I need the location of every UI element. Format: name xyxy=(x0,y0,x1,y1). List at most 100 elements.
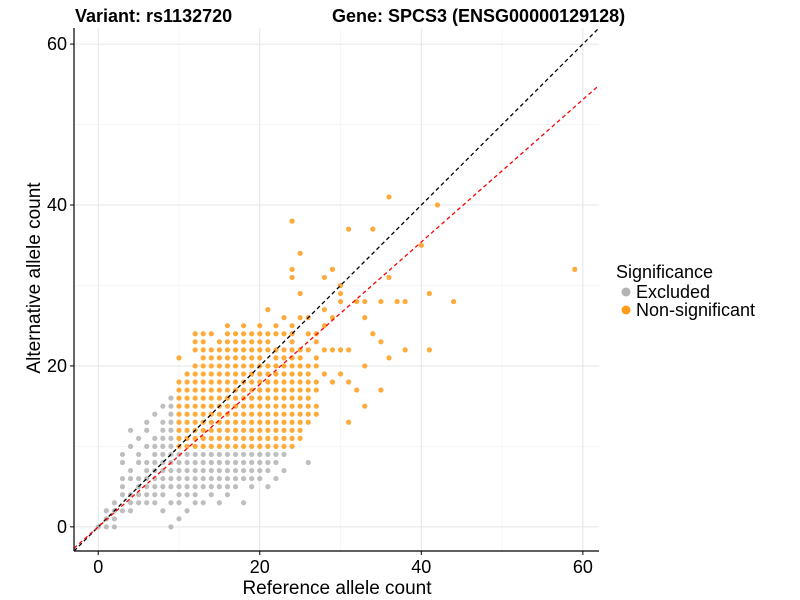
data-point xyxy=(192,467,198,474)
data-point xyxy=(257,419,263,425)
data-point xyxy=(241,371,247,377)
reference-line-fit xyxy=(73,84,600,549)
data-point xyxy=(176,435,182,441)
data-point xyxy=(297,379,303,385)
data-point xyxy=(257,347,263,353)
data-point xyxy=(362,403,368,409)
data-point xyxy=(176,387,182,393)
data-point xyxy=(281,411,287,417)
data-point xyxy=(257,443,263,449)
data-point xyxy=(208,331,214,337)
data-point xyxy=(184,443,190,449)
data-point xyxy=(224,379,231,385)
data-point xyxy=(176,459,182,466)
data-point xyxy=(200,443,206,449)
data-point xyxy=(354,387,360,393)
data-point xyxy=(200,467,206,474)
data-point xyxy=(160,443,166,449)
data-point xyxy=(168,524,174,530)
data-point xyxy=(354,298,360,305)
data-point xyxy=(200,459,206,466)
data-point xyxy=(426,290,432,297)
data-point xyxy=(257,475,263,482)
data-point xyxy=(224,484,231,490)
data-point xyxy=(249,419,255,425)
data-point xyxy=(297,315,303,321)
data-point xyxy=(168,395,174,401)
data-point xyxy=(378,387,384,393)
data-point xyxy=(200,347,206,353)
data-point xyxy=(168,484,174,490)
data-point xyxy=(241,419,247,425)
data-point xyxy=(216,371,222,377)
data-point xyxy=(184,403,190,409)
data-point xyxy=(216,475,222,482)
data-point xyxy=(265,379,271,385)
data-point xyxy=(281,395,287,401)
legend-key-non-significant xyxy=(621,305,631,315)
data-point xyxy=(224,419,231,425)
data-point xyxy=(241,411,247,417)
data-point xyxy=(273,387,279,393)
data-point xyxy=(192,492,198,498)
data-point xyxy=(337,347,344,353)
data-point xyxy=(249,451,255,458)
x-tick-label: 40 xyxy=(411,557,431,577)
data-point xyxy=(127,443,134,449)
data-point xyxy=(160,451,166,458)
data-point xyxy=(273,443,279,449)
data-point xyxy=(273,427,279,433)
data-point xyxy=(370,331,376,337)
data-point xyxy=(402,347,408,353)
data-point xyxy=(370,226,376,232)
data-point xyxy=(289,411,295,417)
data-point xyxy=(257,387,263,393)
data-point xyxy=(289,403,295,409)
data-point xyxy=(216,484,222,490)
data-point xyxy=(297,387,303,393)
data-point xyxy=(313,403,319,409)
data-point xyxy=(394,298,400,305)
data-point xyxy=(200,339,206,345)
data-point xyxy=(265,387,271,393)
data-point xyxy=(192,331,198,337)
data-point xyxy=(192,484,198,490)
data-point xyxy=(216,347,222,353)
data-point xyxy=(168,427,174,433)
data-point xyxy=(168,443,174,449)
data-point xyxy=(257,435,263,441)
data-point xyxy=(208,467,214,474)
data-point xyxy=(265,307,271,313)
data-point xyxy=(111,516,117,522)
y-axis-label: Alternative allele count xyxy=(24,182,45,374)
data-point xyxy=(289,419,295,425)
data-point xyxy=(265,435,271,441)
data-point xyxy=(136,475,142,482)
data-point xyxy=(329,266,336,272)
data-point xyxy=(208,475,214,482)
data-point xyxy=(184,411,190,417)
data-point xyxy=(257,379,263,385)
data-point xyxy=(249,379,255,385)
data-point xyxy=(216,500,222,506)
data-point xyxy=(216,387,222,393)
data-point xyxy=(232,419,239,425)
data-point xyxy=(200,355,206,361)
data-point xyxy=(111,500,117,506)
data-point xyxy=(216,443,222,449)
data-point xyxy=(192,363,198,369)
data-point xyxy=(224,339,231,345)
data-point xyxy=(232,435,239,441)
data-point xyxy=(119,484,126,490)
data-point xyxy=(273,411,279,417)
data-point xyxy=(241,331,247,337)
data-point xyxy=(289,339,295,345)
data-point xyxy=(208,387,214,393)
data-point xyxy=(321,307,327,313)
data-point xyxy=(192,475,198,482)
data-point xyxy=(176,484,182,490)
data-point xyxy=(200,387,206,393)
data-point xyxy=(176,475,182,482)
data-point xyxy=(249,355,255,361)
data-point xyxy=(241,363,247,369)
